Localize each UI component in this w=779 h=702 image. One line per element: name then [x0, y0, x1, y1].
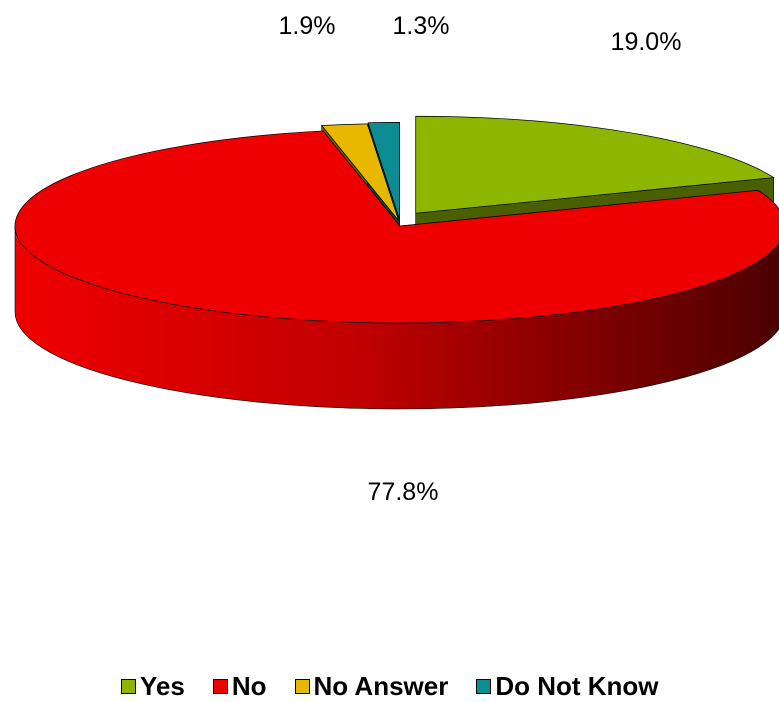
- legend-label: No: [231, 671, 267, 701]
- legend-swatch: [476, 679, 492, 694]
- legend-label: Do Not Know: [495, 671, 659, 701]
- slice-yes: [415, 115, 775, 214]
- slice-no-answer: [320, 123, 399, 221]
- data-label-no: 77.8%: [367, 478, 439, 506]
- legend-swatch: [121, 679, 136, 694]
- pie-top-faces: [14, 115, 779, 324]
- slice-do-not-know: [367, 122, 400, 220]
- legend-item-yes: Yes: [121, 671, 185, 702]
- data-label-do-not-know: 1.3%: [392, 12, 450, 40]
- legend-swatch: [212, 679, 228, 694]
- legend-label: No Answer: [313, 671, 449, 701]
- legend-item-no-answer: No Answer: [294, 671, 449, 702]
- data-label-no-answer: 1.9%: [278, 12, 336, 40]
- legend-item-do-not-know: Do Not Know: [476, 671, 659, 702]
- legend-swatch: [294, 679, 310, 694]
- legend: Yes No No Answer Do Not Know: [121, 671, 687, 702]
- data-label-yes: 19.0%: [610, 28, 682, 56]
- legend-item-no: No: [212, 671, 267, 702]
- legend-label: Yes: [140, 671, 185, 701]
- slice-no: [14, 130, 779, 324]
